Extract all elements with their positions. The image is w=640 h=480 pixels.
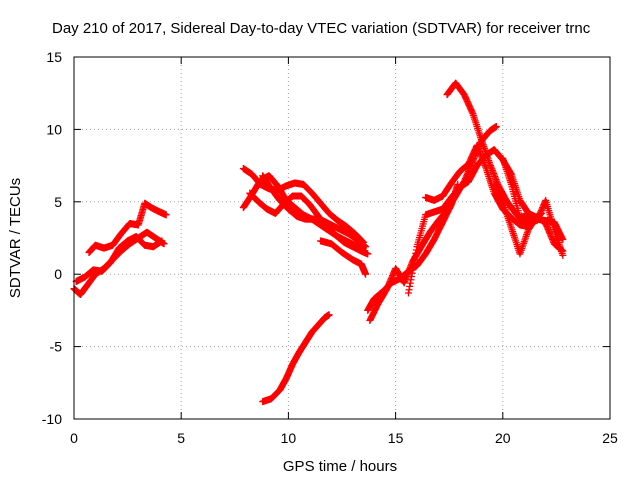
series-arc-2e — [317, 237, 370, 278]
data-marks — [70, 79, 567, 406]
x-tick-label: 10 — [281, 430, 297, 446]
series-arc-1b — [72, 233, 166, 285]
x-tick-label: 5 — [177, 430, 185, 446]
series-arc-4g — [490, 180, 567, 258]
x-tick-label: 25 — [602, 430, 618, 446]
data-point — [362, 270, 370, 278]
x-tick-label: 0 — [70, 430, 78, 446]
data-point — [362, 243, 370, 251]
plot-frame — [73, 56, 611, 420]
x-tick-label: 20 — [495, 430, 511, 446]
grid-lines — [74, 57, 610, 419]
y-tick-label: -10 — [42, 411, 62, 427]
series-arc-2c — [246, 189, 372, 258]
y-tick-label: 10 — [46, 121, 62, 137]
x-tick-label: 15 — [388, 430, 404, 446]
series-arc-4f — [499, 154, 567, 259]
x-axis-label: GPS time / hours — [283, 458, 397, 475]
data-point — [325, 311, 333, 319]
series-arc-1c — [85, 199, 170, 256]
series-arc-2d — [259, 172, 370, 251]
series-arc-2a — [239, 164, 367, 246]
data-point — [559, 235, 567, 243]
axis-ticks — [73, 56, 611, 420]
y-axis-label: SDTVAR / TECUs — [7, 178, 24, 298]
y-tick-label: 15 — [46, 49, 62, 65]
series-arc-3 — [259, 311, 333, 406]
data-point — [559, 247, 567, 255]
y-tick-label: 5 — [54, 194, 62, 210]
y-tick-label: 0 — [54, 266, 62, 282]
data-point — [162, 211, 170, 219]
data-point — [158, 237, 166, 245]
data-point — [364, 250, 372, 258]
tick-labels: 0 5 10 15 20 25 -10 -5 0 5 10 15 — [42, 49, 618, 446]
y-tick-label: -5 — [50, 339, 63, 355]
chart-title: Day 210 of 2017, Sidereal Day-to-day VTE… — [52, 20, 591, 37]
data-point — [492, 123, 500, 131]
